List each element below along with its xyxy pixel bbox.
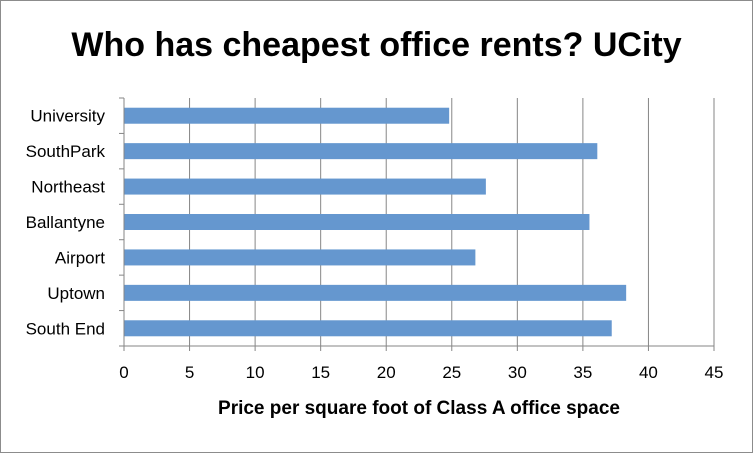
x-tick-label: 15 (311, 363, 330, 382)
x-tick-label: 0 (119, 363, 128, 382)
x-tick-label: 5 (185, 363, 194, 382)
y-tick-label: Uptown (47, 284, 105, 303)
bar (124, 320, 612, 337)
x-tick-labels: 0 5 10 15 20 25 30 35 40 45 (119, 363, 723, 382)
x-tick-label: 40 (639, 363, 658, 382)
bar (124, 249, 476, 266)
axes (119, 97, 715, 351)
y-tick-labels: South End Uptown Airport Ballantyne Northeas… (26, 107, 106, 339)
x-tick-label: 10 (246, 363, 265, 382)
bar (124, 107, 450, 124)
y-tick-label: SouthPark (26, 142, 106, 161)
x-tick-label: 35 (573, 363, 592, 382)
bar (124, 178, 486, 195)
y-tick-label: South End (26, 319, 105, 338)
bar (124, 214, 590, 230)
chart-title: Who has cheapest office rents? UCity (71, 26, 682, 64)
x-tick-label: 20 (377, 363, 396, 382)
x-tick-label: 25 (442, 363, 461, 382)
y-tick-label: Northeast (31, 178, 105, 197)
bar (124, 143, 598, 160)
bar (124, 284, 627, 301)
y-tick-label: Ballantyne (26, 213, 105, 232)
x-axis-label: Price per square foot of Class A office … (218, 398, 620, 419)
y-tick-label: University (30, 107, 105, 126)
y-tick-label: Airport (55, 248, 105, 267)
x-tick-label: 45 (705, 363, 724, 382)
x-tick-label: 30 (508, 363, 527, 382)
bars (124, 107, 627, 337)
